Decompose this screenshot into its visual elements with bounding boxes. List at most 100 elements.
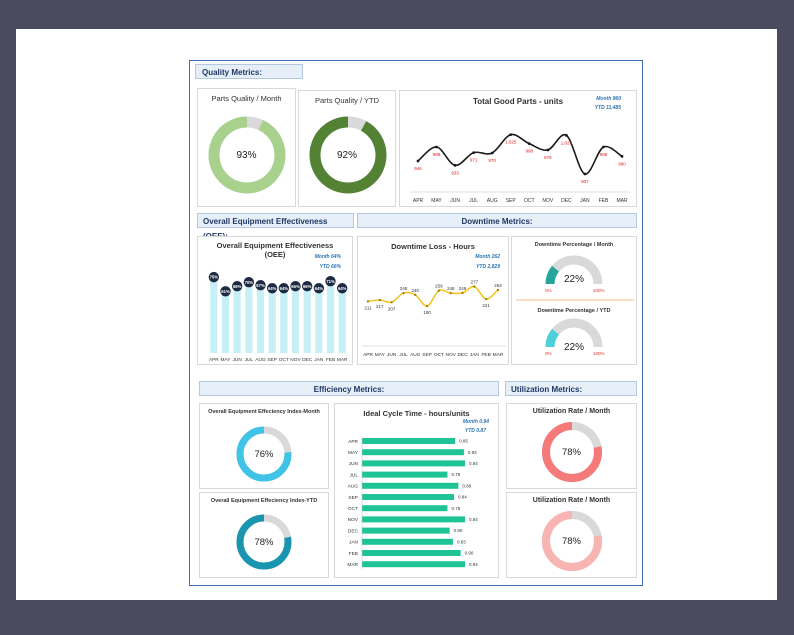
parts-quality-ytd-value: 92% bbox=[336, 150, 357, 161]
total-good-parts-card: Total Good Parts - units Month 960 YTD 1… bbox=[399, 90, 637, 207]
x-tick-label: MAR bbox=[337, 357, 348, 363]
bar bbox=[233, 286, 241, 353]
oee-chart-title: Overall Equipment Effectiveness bbox=[216, 241, 334, 250]
x-tick-label: JUL bbox=[245, 357, 254, 363]
bar bbox=[210, 277, 218, 353]
x-tick-label: DEC bbox=[302, 357, 313, 363]
x-tick-label: NOV bbox=[290, 357, 301, 363]
series-line bbox=[367, 285, 499, 307]
data-point bbox=[449, 291, 452, 295]
gauge-value-arc bbox=[545, 265, 560, 285]
y-tick-label: JAN bbox=[349, 540, 359, 546]
downtime-pct-month-min: 0% bbox=[545, 288, 552, 293]
y-tick-label: OCT bbox=[348, 506, 358, 512]
bar bbox=[338, 288, 346, 353]
bar-cap bbox=[266, 283, 278, 294]
bar-cap bbox=[220, 286, 231, 297]
x-tick-label: FEB bbox=[599, 198, 609, 204]
x-tick-label: JAN bbox=[470, 352, 480, 358]
x-tick-label: MAR bbox=[616, 198, 628, 204]
x-tick-label: DEC bbox=[561, 198, 572, 204]
bar bbox=[362, 550, 461, 556]
data-label: 907 bbox=[581, 179, 589, 184]
data-label: 248 bbox=[400, 286, 408, 291]
downtime-pct-ytd-value: 22% bbox=[563, 342, 584, 353]
data-point bbox=[437, 289, 441, 292]
data-point bbox=[435, 145, 438, 149]
data-label: 67% bbox=[256, 283, 265, 288]
data-label: 988 bbox=[600, 152, 608, 157]
bar bbox=[362, 482, 459, 489]
bar bbox=[362, 505, 448, 512]
ideal-cycle-legend-month: Month 0.94 bbox=[462, 419, 489, 425]
oee-legend-month: Month 64% bbox=[314, 254, 341, 260]
oee-index-month-title: Overall Equipment Effeciency Index-Month bbox=[208, 409, 320, 415]
bar bbox=[221, 291, 230, 353]
donut-value-arc bbox=[208, 116, 286, 194]
efficiency-metrics-header: Efficiency Metrics: bbox=[199, 381, 499, 396]
data-label: 0.94 bbox=[469, 461, 478, 466]
bar bbox=[291, 286, 300, 353]
data-label: 66% bbox=[291, 284, 300, 289]
downtime-metrics-header: Downtime Metrics: bbox=[357, 213, 637, 228]
data-point bbox=[527, 142, 531, 146]
x-tick-label: SEP bbox=[422, 352, 432, 358]
x-tick-label: FEB bbox=[482, 352, 491, 358]
util-ytd-card: Utilization Rate / Month 78% bbox=[506, 492, 637, 578]
parts-quality-month-card: Parts Quality / Month 93% bbox=[197, 88, 296, 207]
bar bbox=[268, 288, 276, 353]
bar bbox=[362, 527, 450, 534]
bar bbox=[280, 288, 288, 353]
bar bbox=[362, 516, 465, 523]
x-tick-label: SEP bbox=[506, 198, 517, 204]
parts-quality-ytd-donut bbox=[309, 116, 387, 194]
x-tick-label: MAY bbox=[220, 357, 231, 363]
x-tick-label: JAN bbox=[314, 357, 324, 363]
x-tick-label: MAR bbox=[493, 352, 504, 358]
donut-value-arc bbox=[309, 116, 387, 194]
data-label: 979 bbox=[544, 155, 552, 160]
y-tick-label: JUN bbox=[349, 461, 359, 467]
downtime-pct-month-title: Downtime Percentage / Month bbox=[534, 242, 614, 248]
x-tick-label: AUG bbox=[255, 357, 266, 363]
data-label: 0.78 bbox=[451, 506, 460, 511]
data-label: 0.80 bbox=[454, 528, 463, 533]
x-tick-label: AUG bbox=[487, 198, 498, 204]
bar-cap bbox=[278, 283, 290, 294]
bar bbox=[362, 494, 455, 500]
data-label: 946 bbox=[414, 166, 422, 171]
x-tick-label: FEB bbox=[326, 357, 335, 363]
ideal-cycle-card: Ideal Cycle Time - hours/units Month 0.9… bbox=[334, 403, 499, 578]
total-good-parts-legend-ytd: YTD 11,485 bbox=[594, 105, 621, 111]
x-tick-label: AUG bbox=[410, 352, 421, 358]
data-point bbox=[602, 145, 605, 149]
y-tick-label: SEP bbox=[348, 495, 358, 501]
x-tick-label: NOV bbox=[542, 198, 554, 204]
utilization-metrics-header: Utilization Metrics: bbox=[505, 381, 637, 396]
data-label: 217 bbox=[376, 304, 384, 309]
downtime-percentage-card: Downtime Percentage / Month 22% 0% 100% … bbox=[511, 236, 637, 365]
bar bbox=[362, 449, 464, 456]
data-label: 66% bbox=[233, 284, 242, 289]
data-label: 960 bbox=[618, 161, 626, 166]
data-label: 248 bbox=[447, 286, 455, 291]
x-tick-label: JUN bbox=[450, 198, 460, 204]
bar bbox=[362, 471, 448, 478]
data-label: 0.94 bbox=[469, 517, 478, 522]
data-label: 64% bbox=[338, 286, 347, 291]
downtime-loss-card: Downtime Loss - Hours Month 262 YTD 2,82… bbox=[357, 236, 509, 365]
util-ytd-value: 78% bbox=[561, 536, 581, 547]
oee-index-month-value: 76% bbox=[254, 449, 274, 460]
bar bbox=[362, 438, 456, 444]
parts-quality-month-donut bbox=[208, 116, 286, 194]
bar bbox=[362, 538, 453, 545]
data-label: 971 bbox=[470, 158, 478, 163]
oee-index-ytd-card: Overall Equipment Effeciency Index-YTD 7… bbox=[199, 492, 329, 578]
total-good-parts-title: Total Good Parts - units bbox=[472, 97, 564, 106]
data-point bbox=[490, 151, 494, 155]
data-point bbox=[414, 293, 417, 296]
x-tick-label: DEC bbox=[457, 352, 468, 358]
data-label: 0.94 bbox=[469, 562, 478, 567]
data-point bbox=[366, 300, 370, 303]
data-label: 249 bbox=[459, 286, 467, 291]
